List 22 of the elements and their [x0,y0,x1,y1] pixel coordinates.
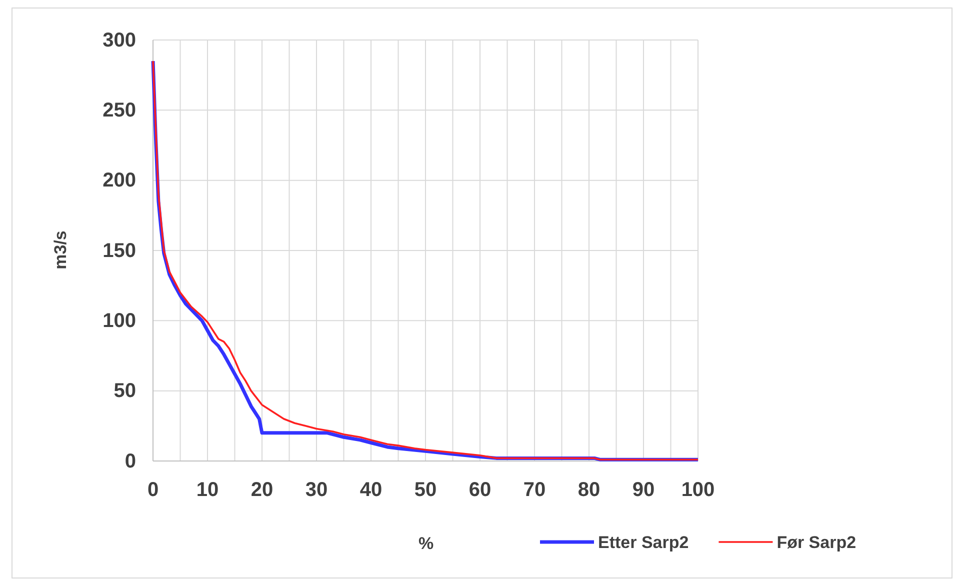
x-tick-label: 10 [196,479,219,501]
x-tick-label: 0 [147,479,159,501]
legend-label: Før Sarp2 [776,533,856,552]
x-tick-label: 20 [250,479,274,501]
y-tick-label: 300 [102,29,136,52]
y-tick-label: 200 [102,170,136,192]
x-tick-label: 40 [360,479,382,501]
x-tick-label: 30 [305,479,328,501]
x-tick-label: 100 [681,479,715,501]
x-tick-label: 60 [468,479,492,501]
x-tick-label: 50 [414,479,437,501]
y-tick-label: 50 [114,380,136,402]
y-tick-label: 250 [102,100,136,122]
y-tick-label: 0 [124,450,136,472]
x-axis-title: % [418,534,434,553]
x-tick-label: 70 [523,479,546,501]
x-tick-label: 80 [578,479,600,501]
y-axis-title: m3/s [51,230,70,270]
y-tick-label: 150 [102,240,136,262]
legend-label: Etter Sarp2 [598,533,689,552]
y-tick-label: 100 [102,310,136,332]
x-tick-label: 90 [632,479,655,501]
